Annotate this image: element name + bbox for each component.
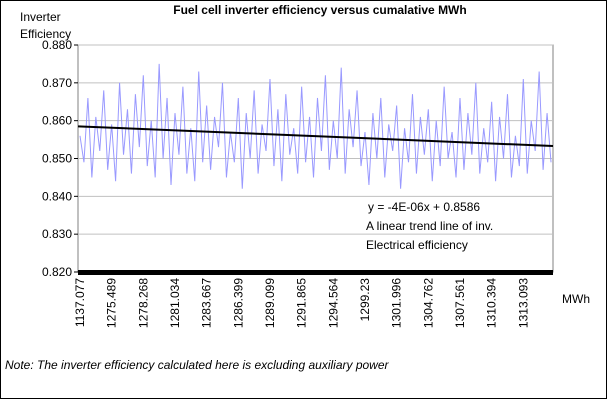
x-tick-label: 1275.489 [105,278,119,328]
y-tick-label: 0.870 [42,76,72,90]
annotation: y = -4E-06x + 0.8586 [368,200,480,214]
annotation: A linear trend line of inv. [366,219,493,233]
x-tick-label: 1281.034 [168,278,182,328]
x-tick-label: 1294.564 [326,278,340,328]
y-tick-label: 0.880 [42,38,72,52]
y-tick-label: 0.820 [42,265,72,279]
y-tick-label: 0.840 [42,189,72,203]
x-tick-label: 1137.077 [73,278,87,327]
x-tick-label: 1286.399 [231,278,245,328]
annotation: Electrical efficiency [366,238,468,252]
y-tick-label: 0.850 [42,152,72,166]
x-axis [78,270,553,275]
note: Note: The inverter efficiency calculated… [5,358,390,372]
chart-title: Fuel cell inverter efficiency versus cum… [173,3,466,17]
trend-line [77,125,554,148]
x-tick-label: 1299.23 [358,278,372,322]
x-axis-label: MWh [562,292,590,306]
x-tick-label: 1283.667 [200,278,214,328]
y-axis-label: Inverter [20,10,61,24]
y-tick-label: 0.830 [42,227,72,241]
x-tick-label: 1307.561 [453,278,467,328]
x-tick-label: 1289.099 [263,278,277,328]
x-tick-label: 1291.865 [295,278,309,328]
x-tick-label: 1310.394 [485,278,499,328]
y-axis-label: Efficiency [20,27,71,41]
x-tick-label: 1304.762 [421,278,435,328]
y-tick-label: 0.860 [42,114,72,128]
x-tick-label: 1278.268 [136,278,150,328]
x-tick-label: 1301.996 [390,278,404,328]
x-tick-label: 1313.093 [516,278,530,328]
